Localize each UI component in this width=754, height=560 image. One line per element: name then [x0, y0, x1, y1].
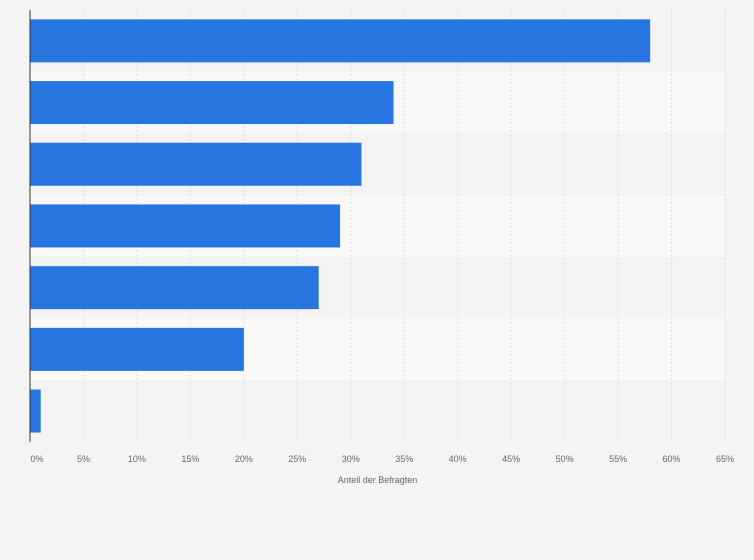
x-tick-label: 15% — [181, 454, 199, 464]
bar — [30, 327, 244, 371]
x-tick-label: 10% — [128, 454, 146, 464]
x-tick-label: 50% — [556, 454, 574, 464]
x-tick-label: 30% — [342, 454, 360, 464]
bar — [30, 266, 319, 310]
bar — [30, 389, 41, 433]
x-tick-label: 45% — [502, 454, 520, 464]
bars — [30, 19, 651, 433]
x-tick-label: 65% — [716, 454, 734, 464]
x-tick-label: 60% — [663, 454, 681, 464]
x-tick-label: 35% — [395, 454, 413, 464]
bar — [30, 142, 362, 186]
x-tick-label: 55% — [609, 454, 627, 464]
x-axis-label: Anteil der Befragten — [338, 475, 418, 485]
x-tick-label: 5% — [77, 454, 90, 464]
x-tick-label: 0% — [30, 454, 43, 464]
bar — [30, 204, 341, 248]
x-tick-label: 25% — [288, 454, 306, 464]
x-tick-label: 20% — [235, 454, 253, 464]
x-tick-label: 40% — [449, 454, 467, 464]
x-tick-labels: 0% 5% 10% 15% 20% 25% 30% 35% 40% 45% 50% 55% 60% 65% — [30, 454, 734, 464]
bar — [30, 19, 651, 63]
bar — [30, 81, 394, 125]
row-band — [30, 380, 725, 442]
